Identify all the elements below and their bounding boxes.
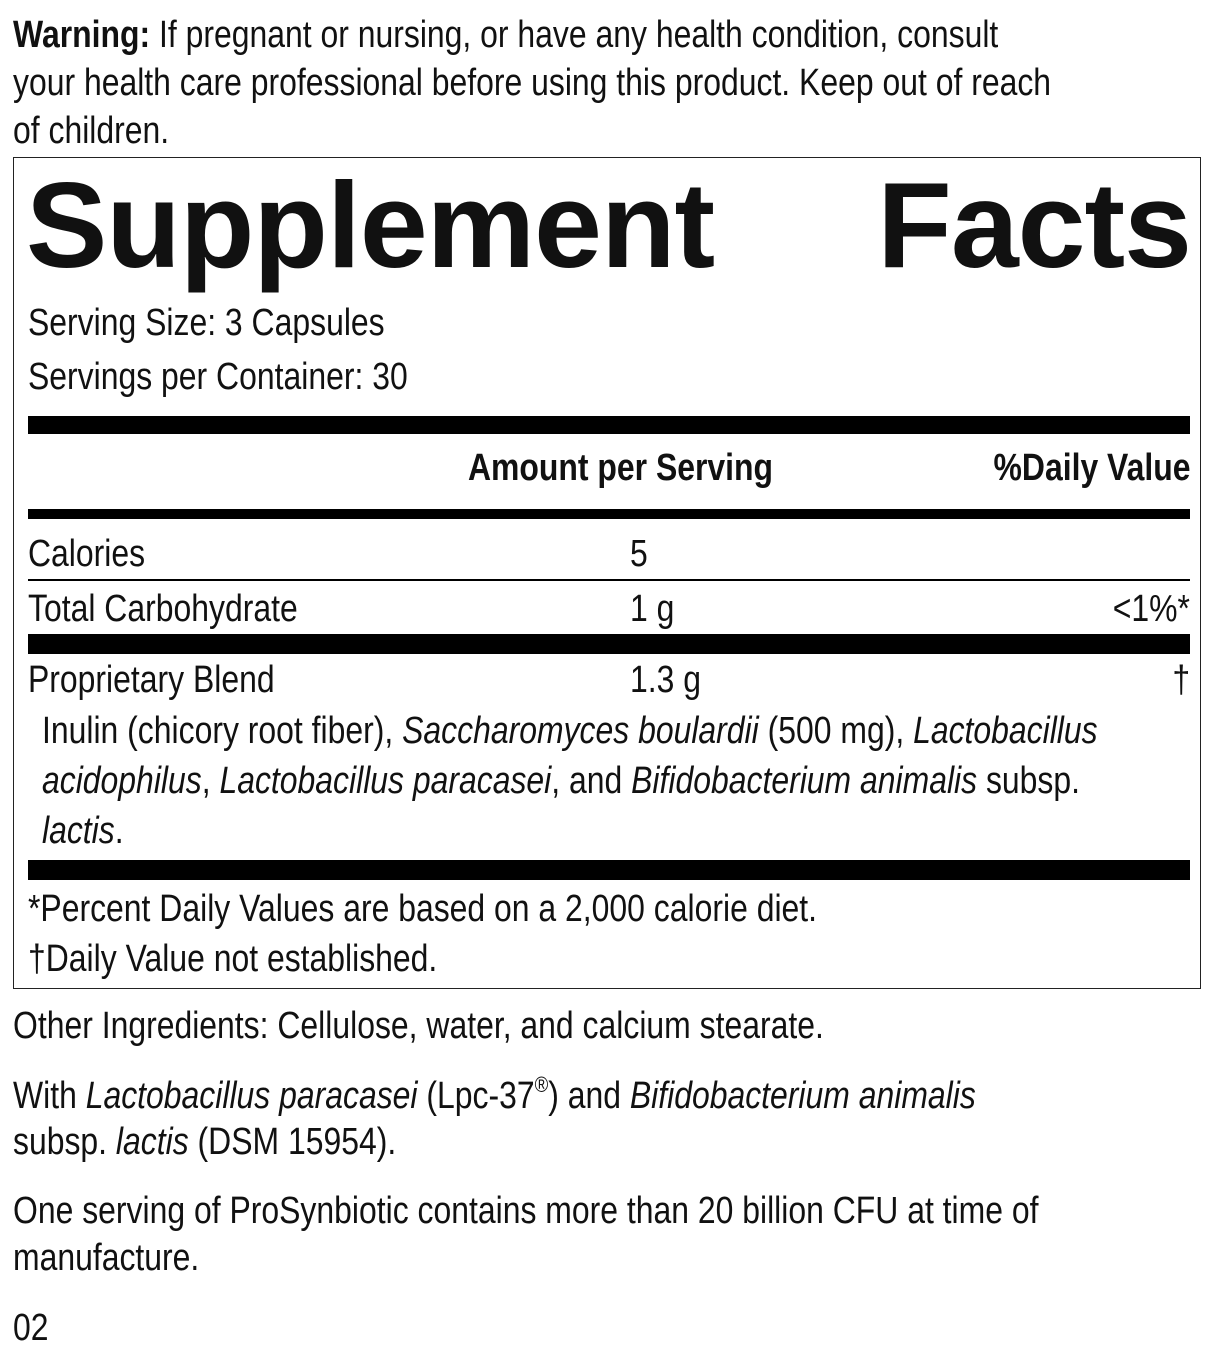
warning-line-1: Warning: If pregnant or nursing, or have… xyxy=(13,14,999,56)
row-carb-dv: <1%* xyxy=(1112,588,1190,630)
servings-per-container: Servings per Container: 30 xyxy=(28,356,408,398)
header-daily-value: %Daily Value xyxy=(993,447,1190,489)
row-carb-amount: 1 g xyxy=(630,588,675,630)
header-amount: Amount per Serving xyxy=(468,447,774,489)
row-blend-amount: 1.3 g xyxy=(630,659,702,701)
with-strains-line-2: subsp. lactis (DSM 15954). xyxy=(13,1121,397,1163)
row-carb-name: Total Carbohydrate xyxy=(28,588,298,630)
cfu-statement-line-1: One serving of ProSynbiotic contains mor… xyxy=(13,1190,1039,1232)
thin-divider xyxy=(28,579,1190,581)
title-word-1: Supplement xyxy=(26,157,715,293)
serving-size: Serving Size: 3 Capsules xyxy=(28,302,385,344)
medium-divider xyxy=(28,509,1190,519)
warning-label: Warning: xyxy=(13,14,151,56)
thick-divider xyxy=(28,416,1190,434)
row-blend-name: Proprietary Blend xyxy=(28,659,275,701)
label-code: 02 xyxy=(13,1307,49,1349)
panel-title: Supplement Facts xyxy=(26,157,1192,293)
row-calories-name: Calories xyxy=(28,533,146,575)
supplement-facts-panel xyxy=(13,157,1201,989)
blend-ingredients-line-2: acidophilus, Lactobacillus paracasei, an… xyxy=(42,760,1081,802)
footnote-dv-not-established: †Daily Value not established. xyxy=(28,938,438,980)
blend-ingredients-line-3: lactis. xyxy=(42,810,124,852)
warning-line-3: of children. xyxy=(13,110,170,152)
thick-divider xyxy=(28,634,1190,654)
row-blend-dv: † xyxy=(1172,659,1190,701)
other-ingredients: Other Ingredients: Cellulose, water, and… xyxy=(13,1005,824,1047)
footnote-percent-dv: *Percent Daily Values are based on a 2,0… xyxy=(28,888,818,930)
warning-line-2: your health care professional before usi… xyxy=(13,62,1052,104)
cfu-statement-line-2: manufacture. xyxy=(13,1237,200,1279)
blend-ingredients-line-1: Inulin (chicory root fiber), Saccharomyc… xyxy=(42,710,1098,752)
with-strains-line-1: With Lactobacillus paracasei (Lpc-37®) a… xyxy=(13,1072,976,1118)
row-calories-amount: 5 xyxy=(630,533,648,575)
thick-divider xyxy=(28,860,1190,880)
title-word-2: Facts xyxy=(877,157,1192,293)
